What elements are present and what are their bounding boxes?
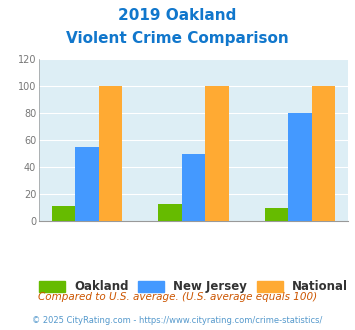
Text: Compared to U.S. average. (U.S. average equals 100): Compared to U.S. average. (U.S. average … xyxy=(38,292,317,302)
Bar xyxy=(205,86,229,221)
Text: Violent Crime Comparison: Violent Crime Comparison xyxy=(66,31,289,46)
Bar xyxy=(265,208,288,221)
Text: 2019 Oakland: 2019 Oakland xyxy=(118,8,237,23)
Bar xyxy=(288,113,312,221)
Bar xyxy=(312,86,335,221)
Bar xyxy=(75,147,99,221)
Legend: Oakland, New Jersey, National: Oakland, New Jersey, National xyxy=(34,276,353,298)
Bar xyxy=(158,204,182,221)
Bar xyxy=(182,154,205,221)
Text: © 2025 CityRating.com - https://www.cityrating.com/crime-statistics/: © 2025 CityRating.com - https://www.city… xyxy=(32,316,323,325)
Bar xyxy=(99,86,122,221)
Bar xyxy=(52,206,75,221)
